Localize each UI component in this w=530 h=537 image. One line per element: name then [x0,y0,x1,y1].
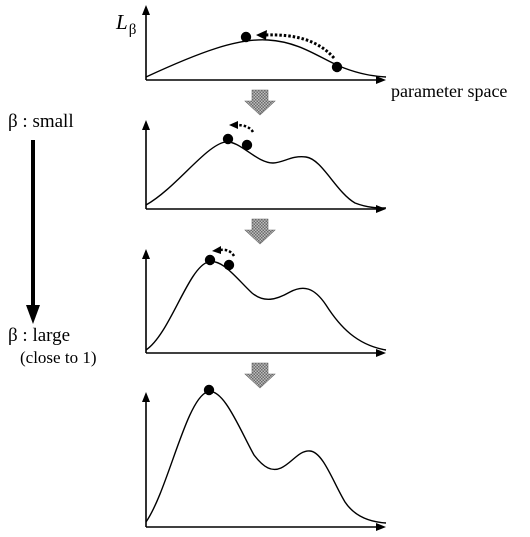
panel-1-y-arrowhead [142,5,150,15]
panel-3-move-arrow [219,248,236,257]
panel-4-point [203,384,215,396]
panel-3-y-arrowhead [142,249,150,259]
panel-3-curve [145,260,387,351]
panel-2-move-arrowhead [229,121,238,129]
y-axis-label: Lβ [116,10,137,38]
panel-2-curve [145,141,387,209]
beta-direction-arrow [26,140,40,324]
panel-3-end-point [204,254,216,266]
panel-2 [142,120,387,213]
panel-2-end-point [222,133,234,145]
panel-1-x-arrowhead [376,76,386,84]
panel-1-move-arrowhead [256,30,267,40]
panel-2-y-arrowhead [142,120,150,130]
panel-2-move-arrow [236,123,255,133]
panel-1-end-point [240,31,252,43]
beta-large-label: β : large [8,325,71,346]
panel-4-y-arrowhead [142,392,150,402]
panel-1-curve [145,39,387,78]
panel-2-x-arrowhead [376,205,386,213]
panel-4-curve [145,390,387,524]
panel-3-start-point [223,259,235,271]
panel-4-x-arrowhead [376,523,386,531]
panel-2-start-point [241,139,253,151]
transition-arrow-3 [244,362,276,389]
beta-small-label: β : small [8,111,74,132]
beta-large-note: (close to 1) [20,348,97,367]
transition-arrow-2 [244,218,276,245]
y-axis-subscript: β [128,22,137,38]
panel-3-x-arrowhead [376,349,386,357]
panel-1 [142,5,387,84]
panel-1-move-arrow [264,33,336,60]
x-axis-label: parameter space [391,81,508,101]
panel-3-move-arrowhead [212,246,221,254]
panel-3 [142,246,387,357]
panel-1-start-point [331,61,343,73]
transition-arrow-1 [244,89,276,116]
panel-4 [142,384,387,531]
